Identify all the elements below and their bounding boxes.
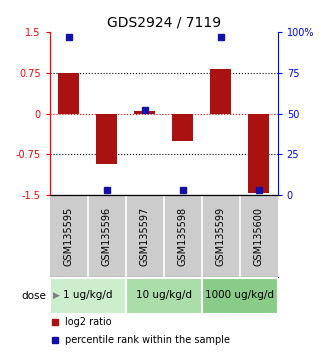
Text: ▶: ▶ (53, 291, 60, 300)
Title: GDS2924 / 7119: GDS2924 / 7119 (107, 15, 221, 29)
Text: 1 ug/kg/d: 1 ug/kg/d (63, 290, 112, 300)
Bar (248, 114, 269, 193)
Text: 1000 ug/kg/d: 1000 ug/kg/d (205, 290, 274, 300)
Text: GSM135596: GSM135596 (102, 206, 112, 266)
Bar (210, 69, 231, 114)
Text: GSM135600: GSM135600 (254, 207, 264, 266)
Text: GSM135599: GSM135599 (216, 206, 226, 266)
Bar (96, 114, 117, 164)
Text: GSM135598: GSM135598 (178, 206, 188, 266)
Bar (202, 279, 276, 313)
Bar (172, 114, 193, 141)
Bar (58, 73, 79, 114)
Text: 10 ug/kg/d: 10 ug/kg/d (136, 290, 192, 300)
Text: GSM135597: GSM135597 (140, 206, 150, 266)
Bar (50, 279, 125, 313)
Text: dose: dose (22, 291, 47, 301)
Text: percentile rank within the sample: percentile rank within the sample (65, 335, 230, 345)
Text: GSM135595: GSM135595 (64, 206, 74, 266)
Bar (134, 111, 155, 114)
Text: log2 ratio: log2 ratio (65, 317, 111, 327)
Bar (126, 279, 201, 313)
